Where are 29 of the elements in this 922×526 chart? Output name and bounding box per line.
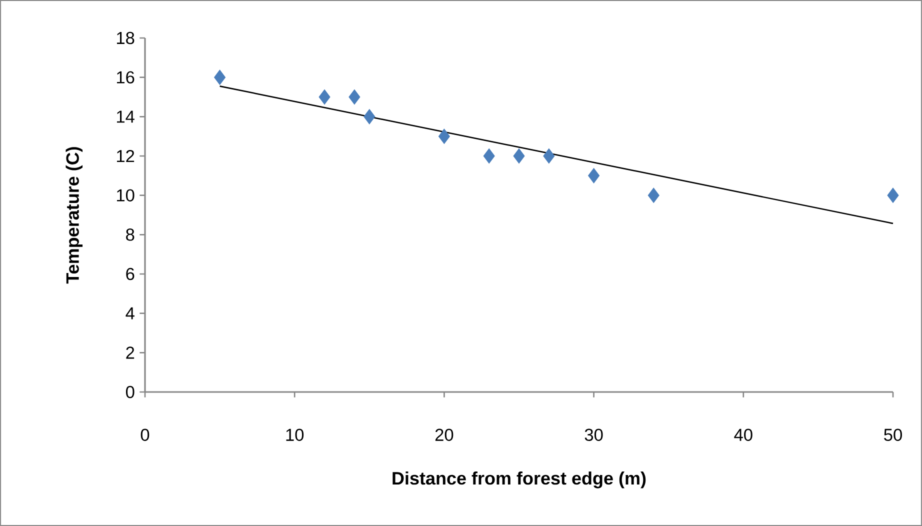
point bbox=[364, 109, 376, 124]
x-tick-label: 0 bbox=[140, 428, 150, 441]
point bbox=[513, 148, 525, 164]
x-tick-label: 40 bbox=[734, 428, 752, 441]
point bbox=[648, 188, 660, 203]
point bbox=[214, 70, 226, 85]
y-tick-label: 18 bbox=[116, 32, 134, 44]
point bbox=[438, 128, 450, 144]
y-tick-label: 2 bbox=[126, 346, 134, 359]
y-tick-label: 8 bbox=[126, 228, 134, 241]
point bbox=[588, 168, 600, 184]
y-tick-label: 16 bbox=[116, 71, 134, 84]
y-tick-label: 10 bbox=[116, 189, 134, 202]
x-axis-title: Distance from forest edge (m) bbox=[392, 471, 646, 488]
point bbox=[318, 89, 330, 105]
y-tick-label: 6 bbox=[126, 268, 134, 280]
point bbox=[483, 148, 495, 164]
y-axis-title: Temperature (C) bbox=[66, 147, 83, 284]
point bbox=[543, 148, 555, 164]
x-tick-label: 20 bbox=[435, 428, 454, 441]
point bbox=[348, 89, 360, 105]
y-tick-label: 0 bbox=[126, 386, 134, 398]
point bbox=[887, 188, 899, 203]
x-tick-label: 50 bbox=[884, 428, 902, 441]
x-tick-label: 10 bbox=[286, 428, 304, 441]
y-tick-label: 12 bbox=[116, 150, 134, 162]
y-tick-label: 4 bbox=[126, 307, 134, 320]
x-tick-label: 30 bbox=[584, 428, 603, 441]
y-tick-label: 14 bbox=[116, 110, 134, 123]
